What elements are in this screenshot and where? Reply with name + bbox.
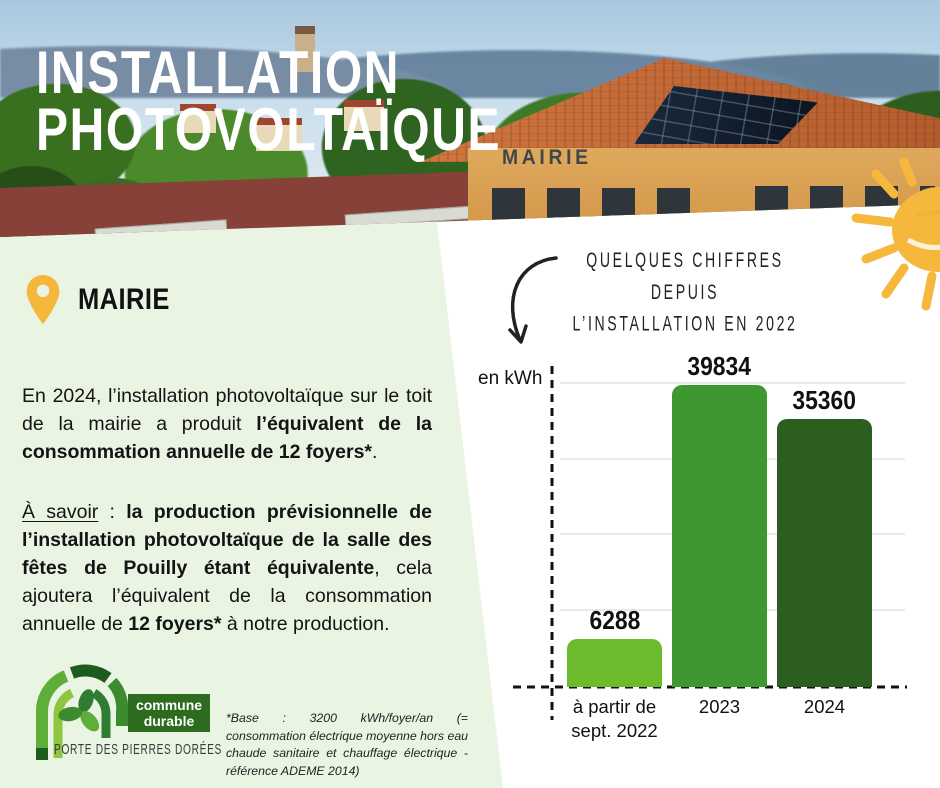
paragraph-a-savoir: À savoir : la production prévisionnelle …: [22, 498, 432, 638]
p2-bold2: 12 foyers*: [128, 612, 222, 635]
p1-end: .: [372, 440, 378, 463]
p1-bold: l’équivalent de la consommation annuelle…: [22, 412, 432, 463]
poster-title: INSTALLATION PHOTOVOLTAÏQUE: [36, 39, 502, 163]
bar-value-label: 39834: [687, 351, 752, 381]
chart-heading-line2: L’INSTALLATION EN 2022: [572, 313, 798, 336]
x-labels: à partir de sept. 2022 2023 2024: [567, 695, 872, 743]
sun-doodle-icon: [851, 157, 940, 311]
location-heading: MAIRIE: [24, 274, 186, 326]
bar: [777, 419, 872, 687]
p1-text: En 2024, l’installation photovoltaïque s…: [22, 384, 432, 435]
bar: [672, 385, 767, 687]
mairie-building-sign: MAIRIE: [502, 146, 592, 169]
photo-house: [256, 118, 302, 151]
location-pin-icon: [26, 274, 60, 325]
logo-recycle-leaves-icon: [58, 689, 100, 732]
p2-bold1: la production prévisionnelle de l’instal…: [22, 500, 432, 579]
logo-badge-commune-durable: commune durable: [128, 694, 210, 732]
bar-value-label: 6288: [589, 605, 640, 635]
x-axis-category-label: à partir de sept. 2022: [571, 696, 658, 742]
logo-org-name: PORTE DES PIERRES DORÉES: [54, 741, 222, 758]
x-axis-category-label: 2023: [698, 696, 741, 717]
x-axis-category-label: 2024: [803, 696, 846, 717]
curved-arrow-icon: [508, 256, 558, 344]
bar-chart: en kWh 6288 39834 35360 à partir de sept. …: [470, 351, 932, 782]
logo-arch-icon: [36, 664, 129, 760]
bars: 6288 39834 35360: [567, 351, 872, 687]
p2-text: , cela ajoutera l’équivalent de la conso…: [22, 556, 432, 635]
bar-value-label: 35360: [792, 385, 857, 415]
footnote-base-ademe: *Base : 3200 kWh/foyer/an (= consommatio…: [226, 711, 468, 778]
poster-title-line1: INSTALLATION: [36, 39, 401, 106]
bar-group: 6288: [567, 605, 662, 687]
chart-heading: QUELQUES CHIFFRES DEPUIS L’INSTALLATION …: [557, 246, 812, 341]
section-heading-mairie: MAIRIE: [78, 283, 170, 316]
photo-house: [180, 104, 216, 133]
poster-title-line2: PHOTOVOLTAÏQUE: [36, 96, 502, 163]
y-axis-unit-label: en kWh: [478, 368, 543, 389]
p2-end: à notre production.: [221, 612, 390, 635]
photo-church-tower: [295, 26, 315, 72]
header-photo: MAIRIE: [0, 0, 940, 237]
gridline: [560, 382, 905, 384]
chart-heading-line1: QUELQUES CHIFFRES DEPUIS: [586, 249, 784, 305]
photo-house: [344, 100, 384, 131]
badge-text-line1: commune: [136, 697, 202, 713]
chart-axes: [513, 366, 907, 720]
logo-porte-des-pierres-dorees: commune durable PORTE DES PIERRES DORÉES: [36, 664, 222, 760]
p2-sep: :: [98, 500, 127, 523]
building-windows: [492, 188, 702, 237]
badge-text-line2: durable: [144, 713, 195, 729]
p2-underline: À savoir: [22, 500, 99, 523]
paragraph-production-2024: En 2024, l’installation photovoltaïque s…: [22, 382, 432, 466]
bar-group: 39834: [672, 351, 767, 687]
bar: [567, 639, 662, 687]
bar-group: 35360: [777, 385, 872, 687]
